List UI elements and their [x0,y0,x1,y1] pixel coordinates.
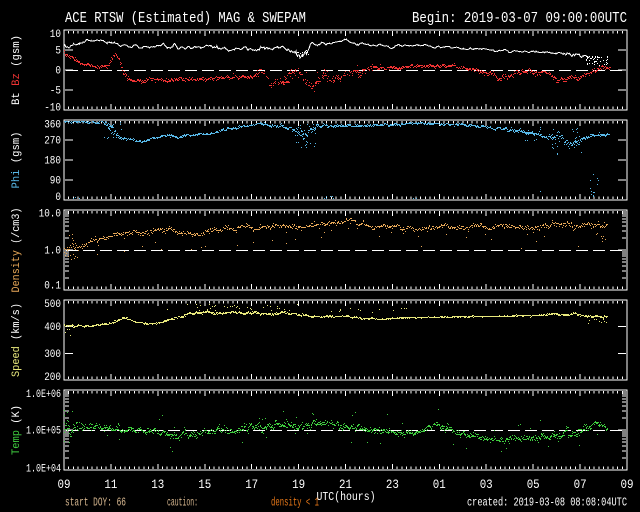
svg-text:500: 500 [44,299,61,311]
svg-text:300: 300 [44,349,61,361]
svg-text:1.0E+05: 1.0E+05 [26,426,61,438]
svg-text:270: 270 [44,136,61,148]
svg-text:0.1: 0.1 [44,281,61,293]
svg-text:Temp (K): Temp (K) [11,405,23,455]
svg-text:Phi (gsm): Phi (gsm) [11,132,23,189]
svg-text:1.0: 1.0 [44,246,61,258]
svg-text:created: 2019-03-08 08:08:04UT: created: 2019-03-08 08:08:04UTC [467,496,627,510]
svg-text:UTC(hours): UTC(hours) [317,490,376,504]
svg-text:11: 11 [104,477,117,492]
svg-text:90: 90 [50,176,61,188]
svg-text:-5: -5 [50,86,61,98]
svg-text:Begin: 2019-03-07 09:00:00UTC: Begin: 2019-03-07 09:00:00UTC [412,10,627,27]
svg-text:0: 0 [55,66,61,78]
svg-text:09: 09 [621,477,634,492]
svg-text:15: 15 [198,477,211,492]
svg-text:start DOY: 66: start DOY: 66 [65,496,126,510]
svg-text:-10: -10 [44,103,61,115]
svg-text:07: 07 [574,477,587,492]
svg-text:03: 03 [480,477,493,492]
svg-text:09: 09 [58,477,71,492]
svg-text:1.0E+06: 1.0E+06 [26,389,61,401]
svg-text:10.0: 10.0 [39,209,61,221]
svg-text:Density (/cm3): Density (/cm3) [11,208,23,293]
svg-text:400: 400 [44,322,61,334]
svg-text:23: 23 [386,477,399,492]
svg-text:17: 17 [245,477,258,492]
svg-text:01: 01 [433,477,446,492]
svg-text:caution:: caution: [167,496,198,510]
svg-text:180: 180 [44,156,61,168]
svg-text:density < 1: density < 1 [271,496,319,510]
svg-text:05: 05 [527,477,540,492]
svg-text:13: 13 [151,477,164,492]
svg-text:ACE RTSW (Estimated) MAG & SWE: ACE RTSW (Estimated) MAG & SWEPAM [65,10,306,27]
svg-text:10: 10 [50,29,61,41]
svg-text:1.0E+04: 1.0E+04 [26,464,61,476]
svg-text:19: 19 [292,477,305,492]
svg-text:21: 21 [339,477,352,492]
svg-text:Bt Bz (gsm): Bt Bz (gsm) [11,35,23,105]
svg-text:200: 200 [44,372,61,384]
svg-text:0: 0 [55,192,61,204]
svg-text:5: 5 [55,46,61,58]
svg-text:Speed (km/s): Speed (km/s) [11,303,23,377]
svg-text:360: 360 [44,120,61,132]
